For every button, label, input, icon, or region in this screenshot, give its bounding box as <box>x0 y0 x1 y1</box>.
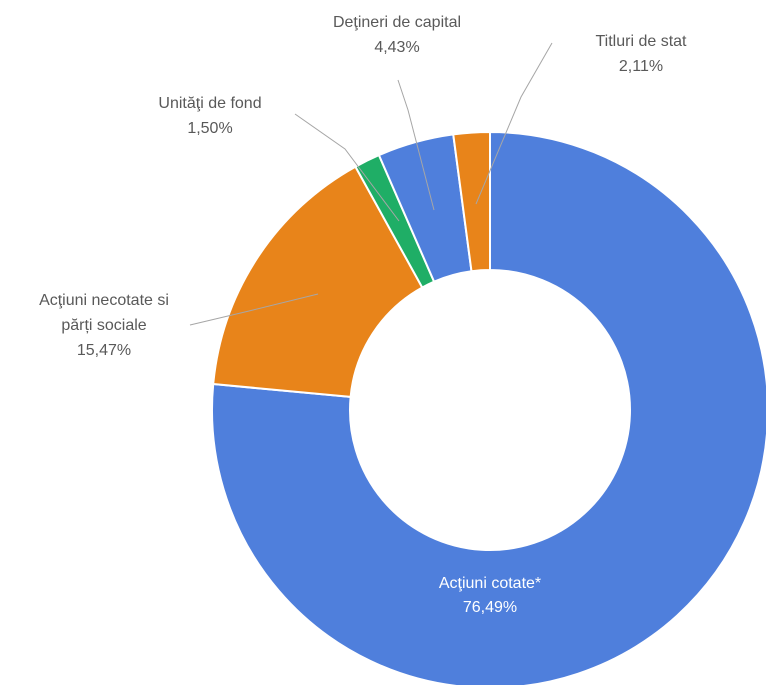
slice-label-actiuni-necotate-line2: părți sociale <box>61 317 146 334</box>
slice-actiuni-necotate <box>212 165 424 399</box>
slice-value-actiuni-cotate: 76,49% <box>463 599 517 616</box>
slice-value-detineri-de-capital: 4,43% <box>374 39 419 56</box>
slice-value-unitati-de-fond: 1,50% <box>187 120 232 137</box>
slice-label-titluri-de-stat: Titluri de stat <box>596 33 688 50</box>
slice-label-actiuni-necotate-line1: Acţiuni necotate si <box>39 292 169 309</box>
slice-label-actiuni-cotate: Acţiuni cotate* <box>439 575 541 592</box>
slice-value-titluri-de-stat: 2,11% <box>619 58 663 75</box>
slice-label-unitati-de-fond: Unităţi de fond <box>158 95 261 112</box>
leader-line-unitati-de-fond <box>294 113 400 222</box>
leader-line-actiuni-necotate <box>189 293 319 326</box>
slice-titluri-de-stat <box>452 130 491 273</box>
leader-line-titluri-de-stat <box>475 42 553 205</box>
slice-value-actiuni-necotate: 15,47% <box>77 342 131 359</box>
leader-lines <box>189 42 553 326</box>
slice-label-detineri-de-capital: Deţineri de capital <box>333 14 461 31</box>
donut-slices <box>211 130 766 685</box>
slice-actiuni-cotate <box>211 130 766 685</box>
leader-line-detineri-de-capital <box>397 79 435 211</box>
